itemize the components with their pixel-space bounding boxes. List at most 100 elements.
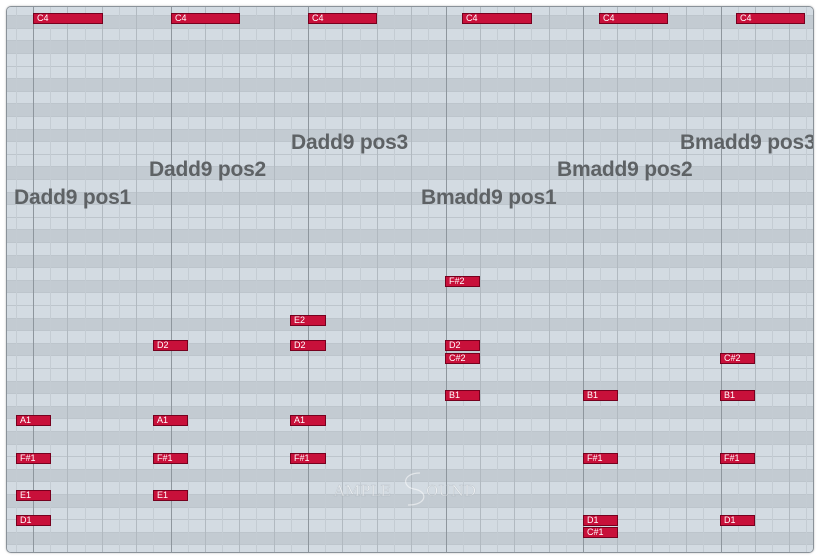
midi-note[interactable]: A1	[153, 415, 188, 426]
time-gridline	[256, 7, 258, 552]
midi-note[interactable]: F#1	[153, 453, 188, 464]
midi-note[interactable]: C4	[171, 13, 240, 24]
time-gridline	[411, 7, 413, 552]
time-gridline	[548, 7, 550, 552]
pitch-lane	[7, 343, 813, 357]
pitch-lane	[7, 129, 813, 143]
row-divider	[7, 254, 813, 256]
time-gridline	[222, 7, 224, 552]
chord-label-bmadd9-pos1: Bmadd9 pos1	[421, 186, 557, 209]
midi-note[interactable]: C4	[33, 13, 103, 24]
midi-note[interactable]: E1	[153, 490, 188, 501]
row-divider	[7, 405, 813, 407]
time-gridline	[565, 7, 567, 552]
pitch-lane	[7, 28, 813, 42]
midi-note[interactable]: D2	[445, 340, 480, 351]
row-divider	[7, 418, 813, 420]
time-gridline	[720, 7, 722, 552]
midi-note[interactable]: D2	[153, 340, 188, 351]
midi-note[interactable]: A1	[290, 415, 326, 426]
time-gridline	[806, 7, 808, 552]
time-gridline	[153, 7, 155, 552]
ample-sound-logo: AMPLE OUND	[332, 469, 492, 509]
midi-note[interactable]: C#2	[445, 353, 480, 364]
time-gridline	[634, 7, 636, 552]
pitch-lane	[7, 167, 813, 180]
midi-note[interactable]: D1	[583, 515, 618, 526]
pitch-lane	[7, 406, 813, 420]
row-divider	[7, 330, 813, 332]
time-gridline	[754, 7, 756, 552]
row-divider	[7, 342, 813, 344]
pitch-lane	[7, 7, 813, 17]
midi-note[interactable]: C4	[599, 13, 668, 24]
row-divider	[7, 506, 813, 508]
midi-note[interactable]: D2	[290, 340, 326, 351]
row-divider	[7, 40, 813, 42]
pitch-lane	[7, 305, 813, 319]
time-gridline	[67, 7, 69, 552]
time-gridline	[273, 7, 275, 552]
row-divider	[7, 128, 813, 130]
time-gridline	[600, 7, 602, 552]
row-divider	[7, 267, 813, 269]
pitch-lane	[7, 318, 813, 332]
midi-note[interactable]: D1	[16, 515, 51, 526]
pitch-lane	[7, 255, 813, 269]
midi-note[interactable]: F#1	[720, 453, 755, 464]
row-divider	[7, 241, 813, 243]
pitch-lane	[7, 419, 813, 432]
time-gridline	[703, 7, 705, 552]
midi-note[interactable]: C4	[736, 13, 805, 24]
time-gridline	[33, 7, 34, 552]
time-gridline	[737, 7, 739, 552]
midi-note[interactable]: E1	[16, 490, 51, 501]
time-gridline	[239, 7, 241, 552]
midi-note[interactable]: F#1	[16, 453, 51, 464]
time-gridline	[308, 7, 309, 552]
time-gridline	[531, 7, 533, 552]
midi-note[interactable]: F#1	[290, 453, 326, 464]
pitch-lane	[7, 469, 813, 483]
row-divider	[7, 15, 813, 17]
time-gridline	[136, 7, 138, 552]
midi-note[interactable]: F#1	[583, 453, 618, 464]
row-divider	[7, 78, 813, 80]
time-gridline	[290, 7, 292, 552]
piano-roll-grid[interactable]: AMPLE OUND Dadd9 pos1 Dadd9 pos2 Dadd9 p…	[6, 6, 814, 553]
pitch-lane	[7, 41, 813, 54]
row-divider	[7, 493, 813, 495]
svg-text:OUND: OUND	[426, 482, 476, 500]
row-divider	[7, 229, 813, 231]
pitch-lane	[7, 142, 813, 155]
row-divider	[7, 544, 813, 546]
chord-label-dadd9-pos3: Dadd9 pos3	[291, 131, 409, 154]
midi-note[interactable]: C4	[462, 13, 532, 24]
time-gridline	[617, 7, 619, 552]
pitch-lane	[7, 104, 813, 117]
midi-note[interactable]: C#2	[720, 353, 755, 364]
midi-note[interactable]: A1	[16, 415, 51, 426]
row-divider	[7, 141, 813, 143]
pitch-lane	[7, 91, 813, 105]
time-gridline	[686, 7, 688, 552]
row-divider	[7, 103, 813, 105]
midi-note[interactable]: B1	[720, 390, 755, 401]
time-gridline	[514, 7, 516, 552]
midi-note[interactable]: B1	[583, 390, 618, 401]
row-divider	[7, 304, 813, 306]
midi-note[interactable]: C4	[308, 13, 377, 24]
time-gridline	[668, 7, 670, 552]
chord-label-bmadd9-pos2: Bmadd9 pos2	[557, 158, 693, 181]
midi-note[interactable]: E2	[290, 315, 326, 326]
pitch-lane	[7, 179, 813, 193]
pitch-lane	[7, 545, 813, 552]
pitch-lane	[7, 66, 813, 80]
midi-note[interactable]: F#2	[445, 276, 480, 287]
time-gridline	[651, 7, 653, 552]
midi-note[interactable]: C#1	[583, 527, 618, 538]
time-gridline	[187, 7, 189, 552]
midi-note[interactable]: B1	[445, 390, 480, 401]
midi-note[interactable]: D1	[720, 515, 755, 526]
time-gridline	[497, 7, 499, 552]
